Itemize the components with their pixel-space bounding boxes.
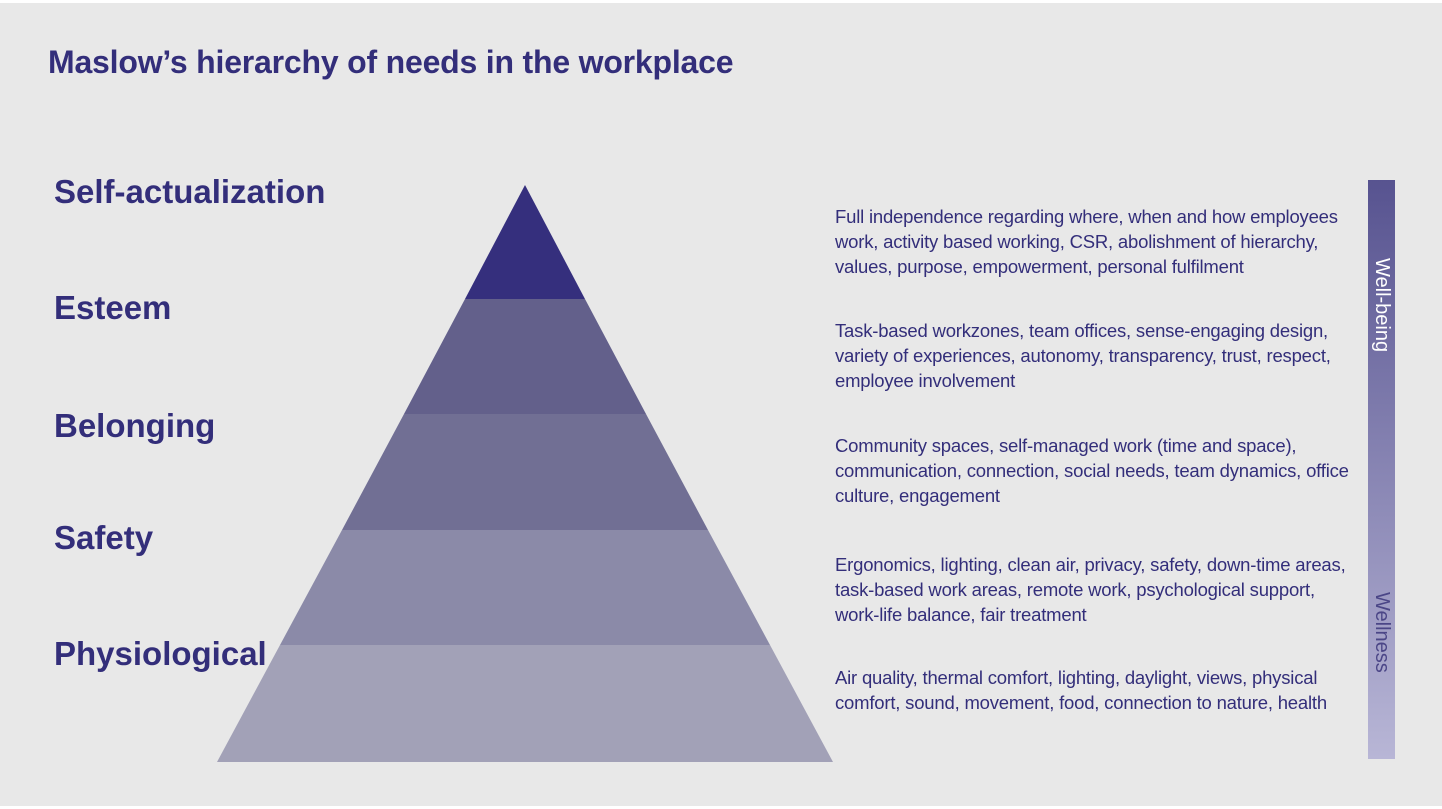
wellness-label: Wellness (1371, 592, 1393, 673)
wellbeing-label: Well-being (1371, 258, 1393, 353)
pyramid-tier-self-actualization (465, 185, 585, 299)
level-label-physiological: Physiological (54, 635, 267, 672)
pyramid-tier-belonging (342, 414, 708, 530)
level-label-safety: Safety (54, 519, 154, 556)
description-belonging: Community spaces, self-managed work (tim… (835, 435, 1349, 506)
level-label-self-actualization: Self-actualization (54, 173, 326, 210)
description-esteem: Task-based workzones, team offices, sens… (835, 320, 1331, 391)
description-physiological: Air quality, thermal comfort, lighting, … (835, 667, 1327, 713)
level-label-belonging: Belonging (54, 407, 216, 444)
pyramid-tier-esteem (404, 299, 646, 414)
pyramid-tier-physiological (217, 645, 833, 762)
page-title: Maslow’s hierarchy of needs in the workp… (48, 44, 734, 80)
level-label-esteem: Esteem (54, 289, 172, 326)
wellbeing-gradient-bar (1368, 180, 1395, 759)
description-safety: Ergonomics, lighting, clean air, privacy… (835, 554, 1346, 625)
pyramid-tier-safety (280, 530, 770, 645)
description-self-actualization: Full independence regarding where, when … (835, 206, 1338, 277)
